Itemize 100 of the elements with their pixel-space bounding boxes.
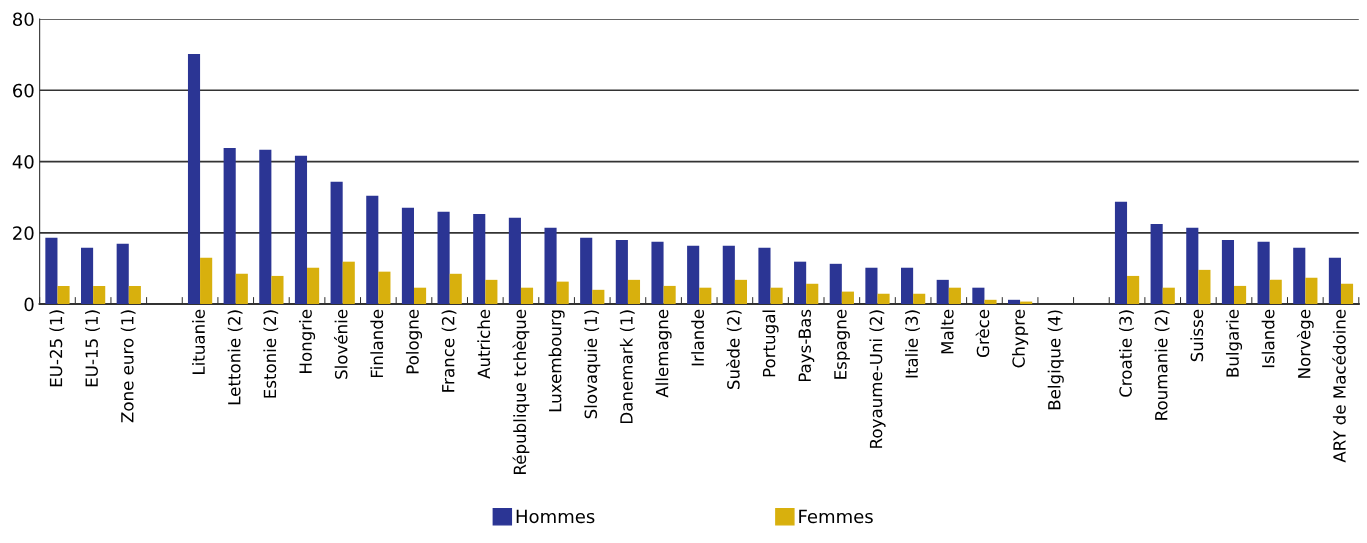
bar	[449, 273, 462, 305]
bar	[1198, 269, 1211, 305]
bar	[342, 261, 355, 305]
x-tick-label: Autriche	[477, 309, 491, 379]
bar	[1257, 241, 1270, 305]
bar	[687, 245, 700, 305]
x-tick-label: Estonie (2)	[263, 310, 279, 398]
y-tick-label: 20	[13, 226, 34, 240]
x-tick-label: Espagne	[834, 309, 850, 379]
bar	[1328, 257, 1341, 305]
bar	[615, 239, 628, 305]
bar	[651, 241, 664, 305]
x-tick-label: Lituanie	[192, 309, 205, 374]
bar	[1114, 201, 1128, 305]
bar	[414, 287, 427, 305]
bar	[794, 261, 807, 305]
y-tick-label: 0	[24, 297, 34, 312]
bar	[1234, 285, 1247, 305]
x-tick-label: Italie (3)	[905, 310, 920, 378]
y-tick-label: 60	[13, 83, 34, 98]
bar	[45, 237, 58, 305]
bar	[1305, 277, 1318, 305]
bar	[93, 285, 106, 305]
bar	[1186, 227, 1199, 305]
bar	[936, 279, 949, 305]
x-tick-label: ARY de Macédoine	[1332, 309, 1346, 463]
x-tick-label: Suède (2)	[726, 310, 742, 389]
bar	[378, 271, 391, 305]
bar	[877, 293, 890, 305]
bar	[806, 283, 819, 305]
bar	[307, 267, 320, 305]
bar	[1150, 223, 1163, 305]
x-tick-label: EU-25 (1)	[49, 310, 65, 387]
bar	[984, 299, 997, 305]
bar	[271, 275, 284, 305]
x-tick-label: France (2)	[441, 310, 457, 392]
x-tick-label: Norvège	[1296, 309, 1314, 378]
bar	[259, 149, 272, 305]
bar	[1340, 283, 1354, 305]
x-tick-label: Danemark (1)	[619, 310, 635, 424]
x-tick-label: Slovénie	[333, 309, 348, 379]
bar	[758, 247, 771, 305]
x-tick-label: Royaume-Uni (2)	[869, 310, 886, 448]
legend-label: Hommes	[516, 509, 595, 524]
bar	[235, 273, 248, 305]
bar	[627, 279, 641, 305]
x-tick-label: Portugal	[762, 310, 779, 377]
bar	[1221, 239, 1235, 305]
bar	[1269, 279, 1282, 305]
y-tick-label: 80	[13, 12, 34, 27]
bar	[81, 247, 94, 305]
x-tick-label: Roumanie (2)	[1154, 310, 1170, 420]
bar	[1162, 287, 1175, 305]
bar	[841, 291, 854, 305]
x-tick-label: Lettonie (2)	[227, 310, 243, 405]
bar	[734, 279, 747, 305]
bar	[556, 281, 569, 305]
bar	[128, 285, 141, 305]
x-tick-label: République tchèque	[512, 309, 530, 474]
bar	[187, 53, 201, 305]
bar	[437, 211, 450, 305]
x-tick-label: Suisse	[1190, 309, 1204, 362]
bar	[294, 155, 308, 305]
x-tick-label: Zone euro (1)	[120, 310, 136, 423]
x-tick-label: Luxembourg	[548, 310, 565, 412]
bar	[366, 195, 379, 305]
x-tick-label: Belgique (4)	[1047, 310, 1064, 410]
bar	[699, 287, 712, 305]
bar	[722, 245, 735, 305]
bar	[663, 285, 676, 305]
bar	[485, 279, 498, 305]
bar	[520, 287, 534, 305]
bar	[948, 287, 961, 305]
legend-label: Femmes	[799, 509, 873, 524]
x-tick-label: Allemagne	[655, 309, 672, 398]
bar	[1007, 299, 1021, 305]
x-tick-label: Hongrie	[298, 309, 316, 373]
x-tick-label: Pays-Bas	[798, 309, 815, 382]
bar	[116, 243, 129, 305]
bar	[330, 181, 343, 305]
bar	[865, 267, 878, 305]
x-tick-label: Croatie (3)	[1118, 310, 1134, 397]
bar	[200, 257, 213, 305]
bar	[508, 217, 521, 305]
x-tick-label: EU-15 (1)	[85, 310, 100, 387]
bar	[901, 267, 914, 305]
bar	[57, 285, 70, 305]
y-tick-label: 40	[12, 155, 34, 169]
bar	[1293, 247, 1306, 305]
bar	[913, 293, 926, 305]
bar	[401, 207, 414, 305]
bar	[1127, 275, 1140, 305]
bar	[592, 289, 605, 305]
bar	[580, 237, 593, 305]
x-tick-label: Bulgarie	[1225, 309, 1243, 377]
bar	[770, 287, 783, 305]
bar	[972, 287, 985, 305]
bar	[544, 227, 557, 305]
x-tick-label: Islande	[1261, 309, 1275, 368]
bar	[473, 213, 486, 305]
